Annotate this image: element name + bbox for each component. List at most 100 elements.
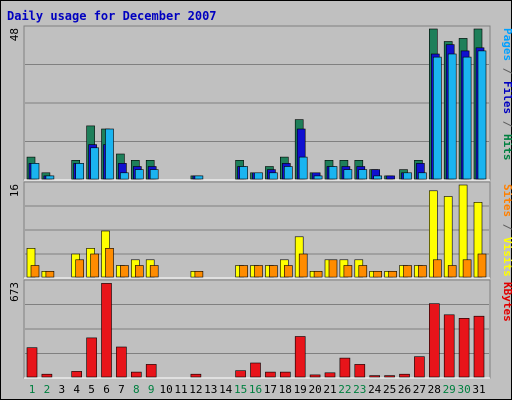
x-tick-label-day-19: 19 <box>294 383 307 396</box>
bar-pages-day-4 <box>75 163 84 180</box>
bar-sites-day-8 <box>135 265 144 278</box>
bar-sites-day-7 <box>120 265 129 278</box>
x-tick-label-day-1: 1 <box>29 383 36 396</box>
bar-kbytes-day-6 <box>101 283 112 378</box>
bar-pages-day-12 <box>194 175 204 180</box>
y-axis-label-part: / <box>501 217 512 237</box>
x-tick-label-day-11: 11 <box>174 383 187 396</box>
bar-kbytes-day-23 <box>354 364 366 378</box>
y-max-label: 16 <box>8 184 21 197</box>
y-axis-label-part: Hits <box>501 134 512 161</box>
y-axis-label-part: / <box>501 61 512 81</box>
bar-pages-day-17 <box>269 172 278 180</box>
x-tick-label-day-17: 17 <box>264 383 277 396</box>
bar-pages-day-29 <box>447 53 457 180</box>
bar-pages-day-28 <box>432 56 442 180</box>
x-tick-label-day-16: 16 <box>249 383 262 396</box>
y-max-label: 673 <box>8 282 21 302</box>
bar-sites-day-22 <box>343 265 353 278</box>
bar-sites-day-26 <box>403 265 412 278</box>
y-axis-label: KBytes <box>501 282 512 322</box>
bar-sites-day-28 <box>432 259 442 278</box>
x-tick-label-day-3: 3 <box>58 383 65 396</box>
chart-panel-3: 673 KBytes <box>8 279 512 379</box>
bar-sites-day-4 <box>75 259 84 278</box>
bar-pages-day-22 <box>343 169 353 180</box>
x-tick-label-day-12: 12 <box>189 383 202 396</box>
bar-kbytes-day-21 <box>324 372 336 378</box>
bar-pages-day-19 <box>298 156 308 180</box>
bar-sites-day-23 <box>358 265 368 278</box>
x-tick-label-day-14: 14 <box>219 383 233 396</box>
bar-sites-day-12 <box>194 270 204 278</box>
bar-sites-day-15 <box>239 265 248 278</box>
y-axis-label: Sites / Visits <box>501 184 512 277</box>
bar-pages-day-27 <box>418 172 427 180</box>
chart-title: Daily usage for December 2007 <box>7 9 217 23</box>
bar-sites-day-18 <box>283 265 293 278</box>
x-tick-label-day-22: 22 <box>338 383 351 396</box>
bar-sites-day-5 <box>90 253 99 278</box>
bar-kbytes-day-20 <box>309 374 321 378</box>
bar-sites-day-30 <box>462 259 472 278</box>
bar-kbytes-day-26 <box>399 373 410 378</box>
bar-sites-day-19 <box>298 253 308 278</box>
bar-kbytes-day-17 <box>265 371 276 378</box>
bar-kbytes-day-8 <box>131 371 142 378</box>
bar-pages-day-23 <box>358 169 368 180</box>
y-axis-label: Pages / Files / Hits <box>501 28 512 161</box>
y-axis-label-part: Files <box>501 81 512 114</box>
x-tick-label-day-15: 15 <box>234 383 247 396</box>
y-axis-label-part: KBytes <box>501 282 512 322</box>
bar-kbytes-day-15 <box>235 370 246 378</box>
bar-sites-day-1 <box>30 265 40 278</box>
bar-sites-day-2 <box>45 270 55 278</box>
x-tick-label-day-6: 6 <box>103 383 110 396</box>
x-tick-label-day-21: 21 <box>323 383 336 396</box>
y-axis-label-part: Visits <box>501 237 512 277</box>
bar-kbytes-day-25 <box>384 375 395 378</box>
x-tick-label-day-5: 5 <box>88 383 95 396</box>
bar-pages-day-21 <box>328 166 338 180</box>
x-tick-label-day-23: 23 <box>353 383 366 396</box>
bar-kbytes-day-9 <box>145 364 157 378</box>
chart-panel-2: 16 Sites / Visits <box>8 181 512 279</box>
bar-sites-day-16 <box>254 265 263 278</box>
x-tick-label-day-24: 24 <box>368 383 382 396</box>
bar-kbytes-day-2 <box>41 373 53 378</box>
bar-sites-day-20 <box>313 270 323 278</box>
bar-kbytes-day-31 <box>473 315 485 378</box>
x-tick-label-day-30: 30 <box>457 383 470 396</box>
bar-kbytes-day-12 <box>190 373 202 378</box>
bar-pages-day-1 <box>30 163 40 180</box>
chart-panel-1: 48 Pages / Files / Hits <box>8 25 512 181</box>
bar-pages-day-18 <box>283 166 293 180</box>
y-axis-label-part: Sites <box>501 184 512 217</box>
bar-kbytes-day-29 <box>443 314 455 378</box>
bar-files-day-25 <box>386 175 395 180</box>
bar-pages-day-5 <box>90 147 99 180</box>
bar-pages-day-30 <box>462 56 472 180</box>
bar-pages-day-6 <box>105 128 114 180</box>
bar-kbytes-day-28 <box>428 303 440 378</box>
bar-kbytes-day-18 <box>279 371 291 378</box>
x-tick-label-day-2: 2 <box>44 383 51 396</box>
bar-pages-day-31 <box>477 50 487 180</box>
bar-pages-day-20 <box>313 175 323 180</box>
x-tick-label-day-27: 27 <box>413 383 426 396</box>
bar-kbytes-day-22 <box>339 357 351 378</box>
bar-pages-day-7 <box>120 172 129 180</box>
x-tick-label-day-18: 18 <box>279 383 292 396</box>
x-tick-label-day-31: 31 <box>472 383 485 396</box>
bar-kbytes-day-24 <box>369 375 381 378</box>
bar-sites-day-25 <box>388 270 397 278</box>
y-axis-label-part: / <box>501 114 512 134</box>
bar-sites-day-9 <box>149 265 159 278</box>
x-tick-label-day-28: 28 <box>428 383 441 396</box>
x-tick-label-day-29: 29 <box>443 383 456 396</box>
x-tick-label-day-20: 20 <box>308 383 321 396</box>
bar-kbytes-day-5 <box>86 337 97 378</box>
bar-kbytes-day-27 <box>414 356 425 378</box>
bar-sites-day-17 <box>269 265 278 278</box>
